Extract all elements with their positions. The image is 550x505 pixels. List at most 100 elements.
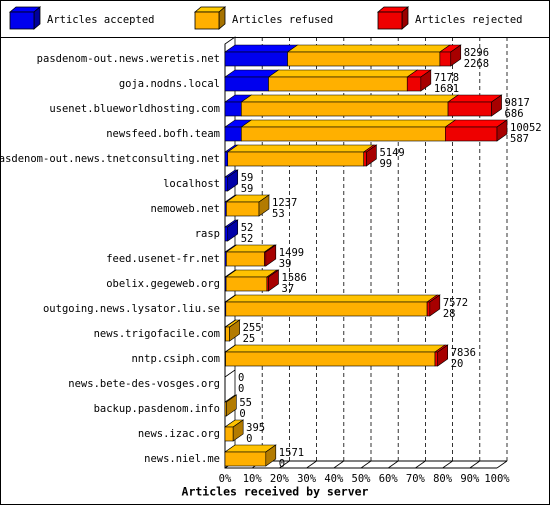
accepted-label: 686 [505,108,524,120]
total-label: 7836 [451,347,476,359]
y-tick-label: news.bete-des-vosges.org [68,378,220,390]
total-label: 9817 [505,97,530,109]
accepted-label: 52 [241,233,254,245]
x-tick-label: 100% [484,473,510,485]
total-label: 8296 [464,47,489,59]
accepted-label: 25 [243,333,256,345]
tick-mark [306,460,317,469]
x-tick-label: 20% [270,473,290,485]
accepted-label: 0 [279,458,285,470]
bar-top [444,119,508,128]
tick-mark [279,460,290,469]
bar [225,351,436,367]
bar [406,76,422,92]
bar [363,151,367,167]
accepted-label: 0 [238,383,244,395]
accepted-label: 37 [282,283,295,295]
y-tick-label: pasdenom-out.news.tnetconsulting.net [0,153,220,165]
bar [445,126,498,142]
accepted-label: 59 [241,183,254,195]
tick-mark [360,460,372,469]
bar-side [366,144,377,167]
bar-side [232,419,244,442]
bar [287,51,441,67]
x-tick-label: 0% [219,473,232,485]
bar [224,76,269,92]
accepted-label: 2268 [464,58,489,70]
bar [226,251,265,267]
total-label: 0 [238,372,244,384]
total-label: 59 [241,172,254,184]
y-tick-label: news.izac.org [138,428,220,440]
y-tick-label: outgoing.news.lysator.liu.se [43,303,220,315]
accepted-label: 53 [272,208,285,220]
tick-mark [442,460,453,469]
x-tick-label: 70% [406,473,426,485]
bar-side [258,194,270,217]
y-tick-label: pasdenom-out.news.weretis.net [37,53,220,65]
total-label: 1499 [279,247,304,259]
bar-top [240,94,459,103]
total-label: 52 [241,222,254,234]
total-label: 1571 [279,447,304,459]
y-tick-label: news.niel.me [144,453,220,465]
bar [224,126,242,142]
y-tick-label: nemoweb.net [150,203,220,215]
bar-top [224,294,439,303]
accepted-label: 28 [443,308,456,320]
bar-top [224,44,299,53]
total-label: 7572 [443,297,468,309]
x-tick-label: 60% [379,473,399,485]
x-tick-label: 30% [297,473,317,485]
bar [224,226,229,242]
bar-side [265,244,277,267]
accepted-label: 20 [451,358,464,370]
bar [224,51,288,67]
total-label: 395 [246,422,265,434]
legend-label: Articles accepted [47,14,154,26]
bar-top [226,144,375,153]
bar [241,101,449,117]
legend-label: Articles refused [232,14,333,26]
accepted-label: 1681 [434,83,459,95]
y-tick-label: nntp.csiph.com [131,353,220,365]
bar [225,301,428,317]
y-tick-label: obelix.gegeweb.org [106,278,220,290]
y-tick-label: rasp [195,228,220,240]
bar [426,301,431,317]
bar [224,151,229,167]
bar-side [450,44,462,67]
bar [225,276,268,292]
bar-side [420,69,432,92]
y-tick-label: newsfeed.bofh.team [106,128,220,140]
bar-top [224,344,446,353]
bar-side [437,344,449,367]
bar [224,426,234,442]
legend-swatch [194,11,220,30]
x-tick-label: 90% [460,473,480,485]
y-tick-label: usenet.blueworldhosting.com [49,103,220,115]
total-label: 7178 [434,72,459,84]
y-tick-label: backup.pasdenom.info [94,403,220,415]
total-label: 1237 [272,197,297,209]
bar [447,101,492,117]
bar-side [226,394,237,417]
y-tick-label: news.trigofacile.com [94,328,220,340]
bar-side [227,169,239,192]
x-axis-title: Articles received by server [182,485,369,499]
accepted-label: 39 [279,258,292,270]
bar-side [227,219,239,242]
accepted-label: 0 [246,433,252,445]
bar [434,351,439,367]
bar [268,76,408,92]
y-tick-label: localhost [163,178,220,190]
bar [241,126,446,142]
tick-mark [333,460,345,469]
bar-side [496,119,508,142]
tick-mark [387,460,399,469]
bar-side [268,269,279,292]
bar [225,326,230,342]
x-tick-label: 10% [243,473,263,485]
total-label: 5149 [379,147,404,159]
